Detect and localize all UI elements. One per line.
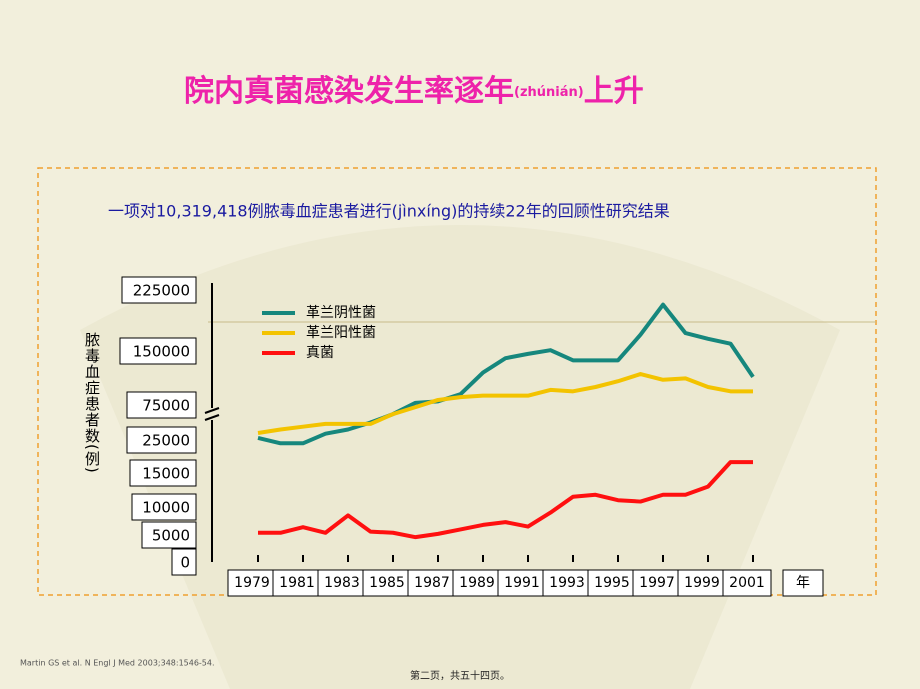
x-axis-label: 年 bbox=[796, 575, 810, 591]
x-tick-label: 1995 bbox=[594, 575, 630, 591]
y-tick-box bbox=[126, 426, 197, 454]
y-axis-label: 脓毒血症患者数(例) bbox=[83, 332, 101, 474]
x-tick-label: 1981 bbox=[279, 575, 315, 591]
x-unit-box bbox=[782, 569, 824, 597]
x-tick-box bbox=[362, 569, 412, 597]
x-tick-label: 2001 bbox=[729, 575, 765, 591]
legend-label: 革兰阴性菌 bbox=[306, 305, 376, 321]
x-tick-label: 1989 bbox=[459, 575, 495, 591]
y-tick-box bbox=[119, 337, 197, 365]
title-pinyin: (zhúnián) bbox=[514, 85, 584, 100]
title-end: 上升 bbox=[584, 74, 644, 109]
x-tick-label: 1999 bbox=[684, 575, 720, 591]
x-tick-label: 1993 bbox=[549, 575, 585, 591]
y-tick-label: 0 bbox=[180, 554, 190, 572]
series-line bbox=[258, 460, 753, 540]
y-tick-label: 150000 bbox=[133, 343, 190, 361]
y-tick-box bbox=[131, 493, 197, 521]
footnote: Martin GS et al. N Engl J Med 2003;348:1… bbox=[20, 659, 215, 668]
subtitle: 一项对10,319,418例脓毒血症患者进行(jìnxíng)的持续22年的回顾… bbox=[108, 202, 670, 221]
y-tick-box bbox=[171, 548, 197, 576]
chart-title: 院内真菌感染发生率逐年(zhúnián)上升 bbox=[184, 74, 644, 109]
legend-label: 真菌 bbox=[306, 345, 334, 361]
x-tick-label: 1983 bbox=[324, 575, 360, 591]
title-main: 院内真菌感染发生率逐年 bbox=[184, 74, 514, 109]
y-tick-label: 25000 bbox=[142, 432, 190, 450]
x-tick-label: 1985 bbox=[369, 575, 405, 591]
x-tick-box bbox=[722, 569, 772, 597]
x-tick-box bbox=[497, 569, 547, 597]
x-tick-label: 1991 bbox=[504, 575, 540, 591]
y-tick-label: 10000 bbox=[142, 499, 190, 517]
axis-break bbox=[204, 414, 220, 421]
x-tick-box bbox=[677, 569, 727, 597]
series-line bbox=[257, 302, 755, 446]
x-tick-box bbox=[452, 569, 502, 597]
x-tick-label: 1979 bbox=[234, 575, 270, 591]
legend-label: 革兰阳性菌 bbox=[306, 325, 376, 341]
x-tick-label: 1987 bbox=[414, 575, 450, 591]
y-tick-box bbox=[141, 521, 197, 549]
y-tick-label: 15000 bbox=[142, 465, 190, 483]
y-tick-label: 225000 bbox=[133, 282, 190, 300]
series-line bbox=[257, 372, 753, 435]
page-note: 第二页，共五十四页。 bbox=[410, 669, 510, 682]
x-tick-box bbox=[587, 569, 637, 597]
y-tick-label: 75000 bbox=[142, 397, 190, 415]
y-tick-box bbox=[126, 391, 197, 419]
y-tick-box bbox=[121, 276, 197, 304]
x-tick-label: 1997 bbox=[639, 575, 675, 591]
y-tick-box bbox=[129, 459, 197, 487]
axis-break bbox=[204, 407, 220, 414]
y-tick-label: 5000 bbox=[152, 527, 190, 545]
